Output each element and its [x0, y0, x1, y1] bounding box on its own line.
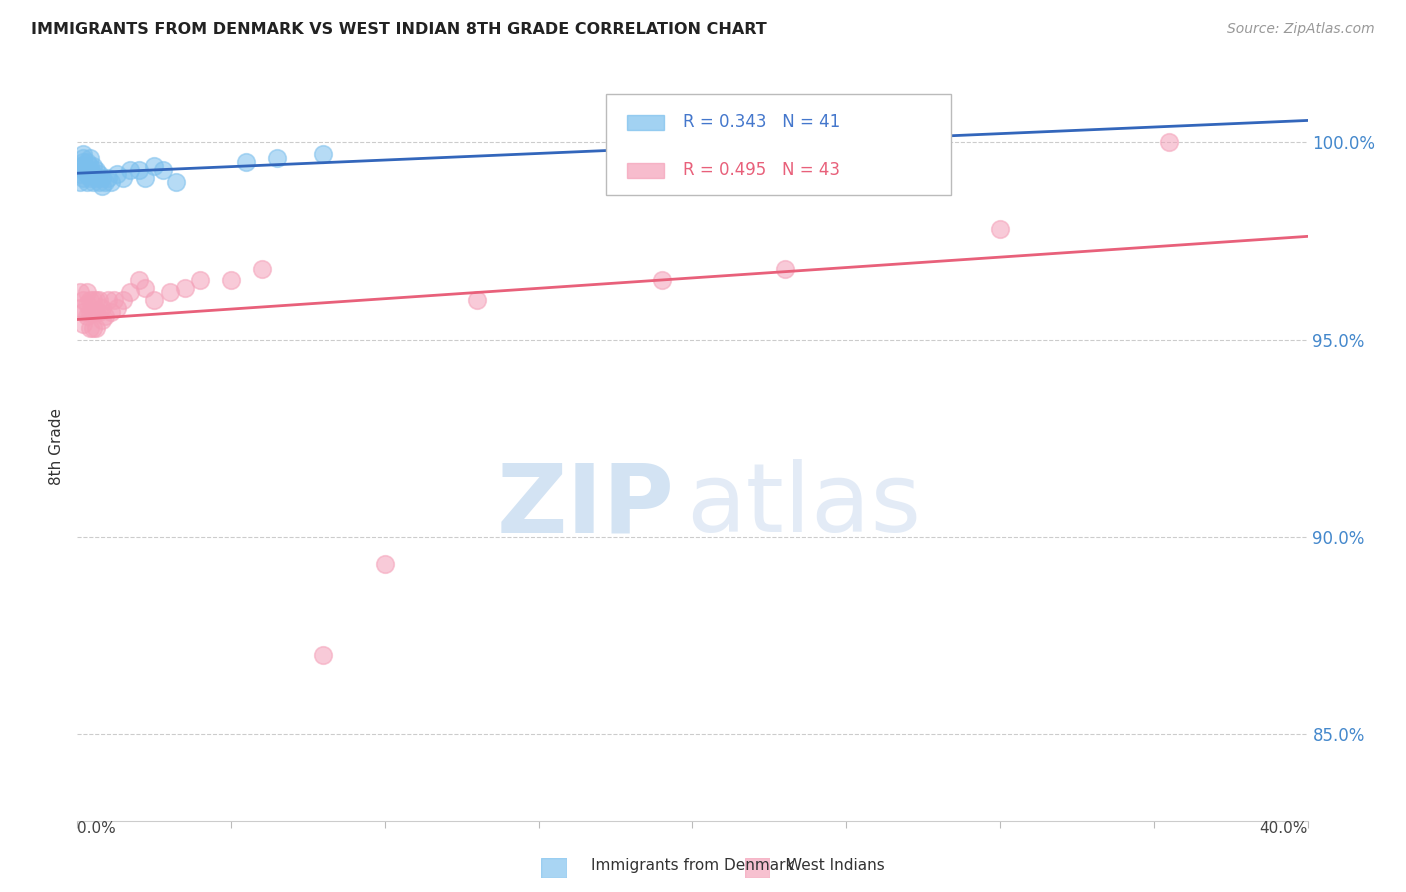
- Point: [100, 305, 122, 319]
- Point: [128, 273, 150, 287]
- Point: [105, 301, 128, 315]
- Point: [266, 151, 288, 165]
- Point: [72, 317, 94, 331]
- Point: [82, 159, 104, 173]
- Point: [312, 147, 335, 161]
- Point: [250, 261, 273, 276]
- Text: West Indians: West Indians: [787, 858, 886, 872]
- Point: [465, 293, 488, 307]
- Text: R = 0.343   N = 41: R = 0.343 N = 41: [683, 113, 839, 131]
- Point: [84, 293, 107, 307]
- Point: [76, 309, 98, 323]
- Point: [69, 301, 91, 315]
- Point: [219, 273, 242, 287]
- Point: [143, 159, 166, 173]
- Point: [94, 175, 117, 189]
- Text: 40.0%: 40.0%: [1260, 821, 1308, 836]
- Point: [87, 293, 110, 307]
- Point: [112, 293, 135, 307]
- Point: [97, 293, 120, 307]
- Point: [79, 170, 101, 185]
- Point: [773, 261, 796, 276]
- Point: [165, 175, 187, 189]
- Point: [72, 293, 94, 307]
- Point: [84, 163, 107, 178]
- Point: [84, 305, 107, 319]
- Point: [79, 159, 101, 173]
- Text: atlas: atlas: [686, 459, 921, 552]
- Point: [84, 170, 107, 185]
- Point: [72, 170, 94, 185]
- Text: Immigrants from Denmark: Immigrants from Denmark: [591, 858, 794, 872]
- Point: [188, 273, 212, 287]
- Text: R = 0.495   N = 43: R = 0.495 N = 43: [683, 161, 839, 179]
- Point: [374, 558, 396, 572]
- Point: [76, 155, 98, 169]
- Point: [128, 163, 150, 178]
- Point: [76, 167, 98, 181]
- Point: [94, 309, 117, 323]
- Point: [76, 175, 98, 189]
- Text: ZIP: ZIP: [496, 459, 673, 552]
- Point: [82, 293, 104, 307]
- Point: [90, 170, 114, 185]
- Point: [100, 175, 122, 189]
- Point: [174, 281, 197, 295]
- Text: Source: ZipAtlas.com: Source: ZipAtlas.com: [1227, 22, 1375, 37]
- Point: [72, 305, 94, 319]
- Point: [82, 167, 104, 181]
- Point: [1159, 136, 1181, 150]
- FancyBboxPatch shape: [627, 162, 664, 178]
- Point: [79, 163, 101, 178]
- Text: 0.0%: 0.0%: [77, 821, 117, 836]
- Point: [79, 305, 101, 319]
- Point: [90, 313, 114, 327]
- FancyBboxPatch shape: [627, 115, 664, 130]
- Point: [118, 285, 141, 300]
- Point: [69, 285, 91, 300]
- Point: [69, 167, 91, 181]
- Point: [87, 167, 110, 181]
- Point: [79, 151, 101, 165]
- Point: [103, 293, 125, 307]
- Point: [312, 648, 335, 662]
- Point: [82, 175, 104, 189]
- Point: [82, 305, 104, 319]
- Point: [651, 273, 673, 287]
- Point: [82, 320, 104, 334]
- Point: [79, 293, 101, 307]
- Point: [143, 293, 166, 307]
- Point: [134, 170, 156, 185]
- Point: [87, 305, 110, 319]
- Point: [90, 301, 114, 315]
- Point: [235, 155, 257, 169]
- Point: [76, 285, 98, 300]
- Point: [76, 163, 98, 178]
- Point: [988, 222, 1011, 236]
- Point: [159, 285, 181, 300]
- Y-axis label: 8th Grade: 8th Grade: [49, 408, 65, 484]
- Point: [118, 163, 141, 178]
- Point: [76, 297, 98, 311]
- Point: [651, 143, 673, 157]
- Point: [84, 320, 107, 334]
- Point: [72, 163, 94, 178]
- Point: [72, 159, 94, 173]
- Point: [112, 170, 135, 185]
- Point: [134, 281, 156, 295]
- FancyBboxPatch shape: [606, 94, 950, 195]
- Point: [69, 159, 91, 173]
- Point: [72, 151, 94, 165]
- Point: [72, 147, 94, 161]
- Point: [69, 175, 91, 189]
- Point: [79, 320, 101, 334]
- Point: [97, 170, 120, 185]
- Point: [72, 155, 94, 169]
- Point: [90, 178, 114, 193]
- Point: [87, 175, 110, 189]
- Point: [105, 167, 128, 181]
- Point: [152, 163, 174, 178]
- Text: IMMIGRANTS FROM DENMARK VS WEST INDIAN 8TH GRADE CORRELATION CHART: IMMIGRANTS FROM DENMARK VS WEST INDIAN 8…: [31, 22, 766, 37]
